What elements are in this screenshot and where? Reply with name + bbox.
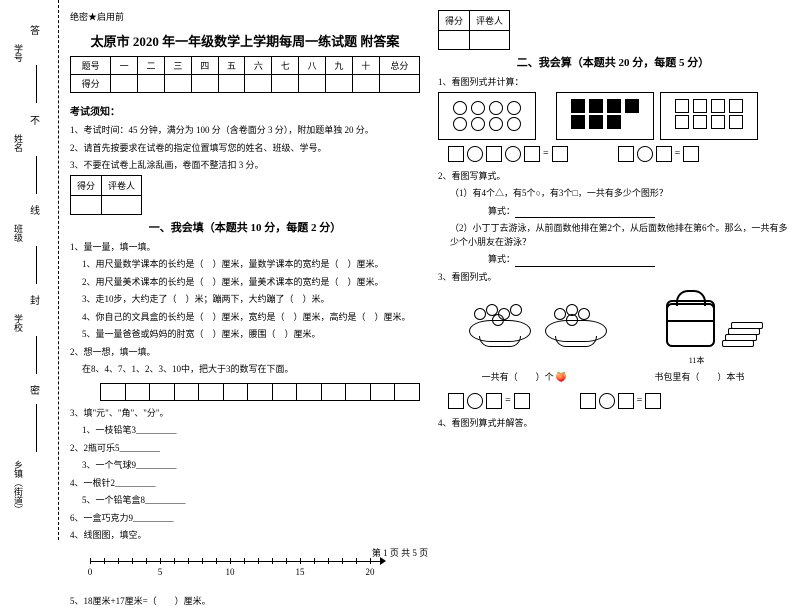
bind-label-3: 班级 xyxy=(12,224,25,242)
content-area: 绝密★启用前 太原市 2020 年一年级数学上学期每周一练试题 附答案 题号 一… xyxy=(70,10,790,610)
s2q3: 3、看图列式。 xyxy=(438,271,788,285)
q1-5: 5、量一量爸爸或妈妈的肘宽（ ）厘米，腰围（ ）厘米。 xyxy=(70,328,420,342)
answer-grid xyxy=(100,383,420,401)
q1-1: 1、用尺量数学课本的长约是（ ）厘米，量数学课本的宽约是（ ）厘米。 xyxy=(70,258,420,272)
mark-ans: 答 xyxy=(30,22,40,37)
eq-4: = xyxy=(580,393,662,409)
th-9: 九 xyxy=(326,57,353,75)
section1-title: 一、我会填（本题共 10 分，每题 2 分） xyxy=(70,219,420,235)
s2q1: 1、看图列式并计算： xyxy=(438,76,788,90)
eleven-books: 11本 xyxy=(689,355,705,367)
calc2: 算式： xyxy=(438,253,788,267)
mark-xian: 封 xyxy=(30,292,40,307)
s2q3-left: 一共有（ ）个 🍑 xyxy=(482,371,567,385)
q1-2: 2、用尺量美术课本的长约是（ ）厘米，量美术课本的宽约是（ ）厘米。 xyxy=(70,276,420,290)
mini-score-2: 得分评卷人 xyxy=(438,10,788,50)
q3-6: 6、一盒巧克力9_________ xyxy=(70,512,245,526)
q3-5: 5、一个铅笔盒8_________ xyxy=(70,494,257,508)
q4: 4、线图图，填空。 xyxy=(70,529,420,543)
notice-title: 考试须知： xyxy=(70,103,420,118)
q1-3: 3、走10步，大约走了（ ）米；蹦两下，大约蹦了（ ）米。 xyxy=(70,293,420,307)
q1-4: 4、你自己的文具盒的长约是（ ）厘米，宽约是（ ）厘米，高约是（ ）厘米。 xyxy=(70,311,420,325)
mark-bu: 不 xyxy=(30,112,40,127)
s2q2a: （1）有4个△，有5个○，有3个□，一共有多少个图形？ xyxy=(438,187,788,201)
binding-margin: 答 学号 不 姓名 线 班级 封 学校 密 乡镇（街道） xyxy=(8,0,59,540)
q3-1: 1、一枝铅笔3_________ xyxy=(70,424,257,438)
th-0: 题号 xyxy=(71,57,111,75)
q3-4: 4、一根针2_________ xyxy=(70,477,245,491)
exam-title: 太原市 2020 年一年级数学上学期每周一练试题 附答案 xyxy=(70,31,420,50)
notice-1: 1、考试时间：45 分钟，满分为 100 分（含卷面分 3 分），附加题单独 2… xyxy=(70,124,420,138)
th-11: 总分 xyxy=(379,57,419,75)
s2q2b: （2）小丁丁去游泳，从前面数他排在第2个，从后面数他排在第6个。那么，一共有多少… xyxy=(438,222,788,249)
plate-2-icon xyxy=(540,302,610,347)
th-2: 二 xyxy=(138,57,165,75)
q1-0: 1、量一量，填一填。 xyxy=(70,241,420,255)
calc1: 算式： xyxy=(438,205,788,219)
th-3: 三 xyxy=(164,57,191,75)
th-7: 七 xyxy=(272,57,299,75)
s2q4: 4、看图列算式并解答。 xyxy=(438,417,788,431)
plate-1-icon xyxy=(464,302,534,347)
peach-icon: 🍑 xyxy=(556,372,567,382)
th-1: 一 xyxy=(111,57,138,75)
books-icon xyxy=(722,317,762,347)
figure-row-1 xyxy=(438,92,788,140)
q3-2: 2、2瓶可乐5_________ xyxy=(70,442,245,456)
q2-head: 2、想一想，填一填。 xyxy=(70,346,420,360)
score-table: 题号 一 二 三 四 五 六 七 八 九 十 总分 得分 xyxy=(70,56,420,93)
notice-2: 2、请首先按要求在试卷的指定位置填写您的姓名、班级、学号。 xyxy=(70,142,420,156)
mini-score-1: 得分评卷人 xyxy=(70,175,420,215)
q3-head: 3、填"元"、"角"、"分"。 xyxy=(70,407,420,421)
left-column: 绝密★启用前 太原市 2020 年一年级数学上学期每周一练试题 附答案 题号 一… xyxy=(70,10,420,610)
q3-3: 3、一个气球9_________ xyxy=(70,459,257,473)
figure-row-2 xyxy=(438,292,788,347)
mark-nei: 线 xyxy=(30,202,40,217)
page-footer: 第 1 页 共 5 页 xyxy=(0,546,800,559)
eq-left: = xyxy=(448,146,568,162)
q2-body: 在8、4、7、1、2、3、10中，把大于3的数写在下面。 xyxy=(70,363,420,377)
th-6: 六 xyxy=(245,57,272,75)
notice-3: 3、不要在试卷上乱涂乱画，卷面不整洁扣 3 分。 xyxy=(70,159,420,173)
th-8: 八 xyxy=(299,57,326,75)
bind-label-4: 学校 xyxy=(12,314,25,332)
th-4: 四 xyxy=(191,57,218,75)
s2q2: 2、看图写算式。 xyxy=(438,170,788,184)
eq-right: = xyxy=(618,146,700,162)
circles-box xyxy=(438,92,536,140)
th-10: 十 xyxy=(352,57,379,75)
q5: 5、18厘米+17厘米=（ ）厘米。 xyxy=(70,595,420,609)
secret-label: 绝密★启用前 xyxy=(70,10,420,23)
bind-label-1: 学号 xyxy=(12,44,25,62)
squares-group xyxy=(556,92,758,140)
mark-feng: 密 xyxy=(30,382,40,397)
section2-title: 二、我会算（本题共 20 分，每题 5 分） xyxy=(438,54,788,70)
s2q3-right: 书包里有（ ）本书 xyxy=(654,371,744,385)
bind-label-5: 乡镇（街道） xyxy=(12,460,25,514)
row-label: 得分 xyxy=(71,75,111,93)
right-column: 得分评卷人 二、我会算（本题共 20 分，每题 5 分） 1、看图列式并计算： xyxy=(438,10,788,610)
bind-label-2: 姓名 xyxy=(12,134,25,152)
th-5: 五 xyxy=(218,57,245,75)
eq-3: = xyxy=(448,393,530,409)
bag-icon xyxy=(661,292,716,347)
